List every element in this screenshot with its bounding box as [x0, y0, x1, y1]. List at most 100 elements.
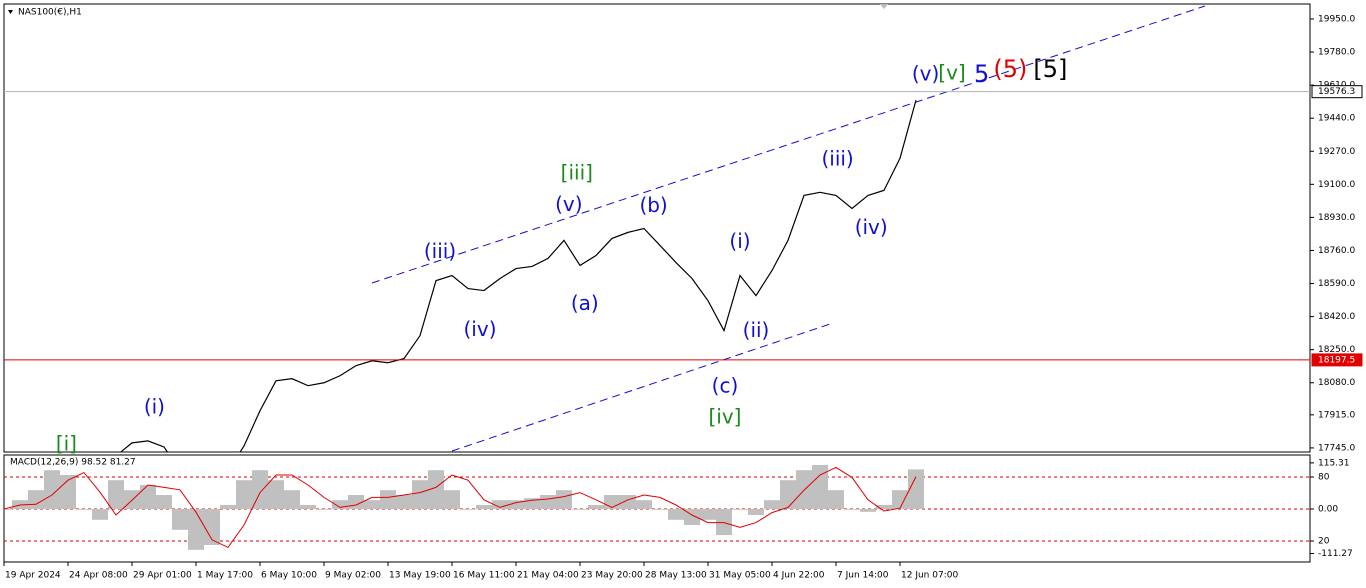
price-tag-label: 18197.5 [1318, 355, 1355, 365]
macd-bar [524, 498, 540, 509]
macd-bar [428, 470, 444, 509]
y-tick-label: 19780.0 [1318, 48, 1355, 58]
macd-bar [508, 500, 524, 509]
y-tick-label: 18590.0 [1318, 279, 1355, 289]
macd-bar [540, 495, 556, 509]
macd-bar [412, 480, 428, 509]
macd-bar [220, 505, 236, 509]
macd-bar [780, 480, 796, 509]
y-tick-label: 18760.0 [1318, 246, 1355, 256]
macd-bar [892, 490, 908, 509]
wave-label: [iii] [561, 161, 593, 185]
macd-bar [828, 490, 844, 509]
macd-bar [588, 505, 604, 509]
y-tick-label: 19950.0 [1318, 14, 1355, 24]
macd-bar [396, 495, 412, 509]
macd-bar [188, 509, 204, 550]
wave-label: [i] [56, 431, 77, 455]
macd-bar [572, 509, 588, 510]
wave-label: (a) [571, 291, 599, 315]
macd-bar [316, 509, 332, 510]
lower-trendline [451, 323, 831, 452]
x-tick-label: 29 Apr 01:00 [133, 571, 192, 581]
upper-trendline [371, 5, 1206, 284]
wave-label: [5] [1033, 55, 1067, 83]
x-tick-label: 9 May 02:00 [325, 571, 381, 581]
macd-bar [44, 470, 60, 509]
x-tick-label: 31 May 05:00 [709, 571, 771, 581]
y-tick-label: 17745.0 [1318, 443, 1355, 453]
macd-bar [252, 470, 268, 509]
wave-label: (v) [912, 62, 939, 86]
y-tick-label: 19100.0 [1318, 180, 1355, 190]
macd-bar [204, 509, 220, 545]
y-tick-label: 20 [1318, 537, 1330, 547]
y-tick-label: -111.27 [1318, 549, 1353, 559]
period-marker [880, 4, 888, 9]
y-tick-label: 80 [1318, 473, 1330, 483]
y-tick-label: 18250.0 [1318, 345, 1355, 355]
macd-bar [700, 509, 716, 520]
macd-bar [876, 505, 892, 509]
macd-bar [716, 509, 732, 535]
wave-label: [v] [938, 61, 965, 85]
pane-content [4, 465, 1310, 550]
x-tick-label: 16 May 11:00 [453, 571, 515, 581]
wave-label: (ii) [743, 318, 770, 342]
macd-bar [636, 500, 652, 509]
wave-label: [iv] [708, 404, 741, 428]
wave-label: (b) [639, 193, 667, 217]
wave-label: (v) [555, 192, 582, 216]
wave-label: (iv) [855, 215, 888, 239]
wave-label: (i) [729, 229, 750, 253]
macd-bar [748, 509, 764, 515]
macd-bar [652, 509, 668, 510]
price-tag [1311, 85, 1363, 99]
wave-label: (iii) [424, 239, 456, 263]
macd-bar [908, 469, 924, 509]
trendlines [371, 5, 1206, 452]
x-tick-label: 13 May 19:00 [389, 571, 451, 581]
x-tick-label: 1 May 17:00 [197, 571, 253, 581]
macd-bar [156, 495, 172, 509]
macd-bar [172, 509, 188, 530]
signal-line [4, 466, 917, 549]
macd-bar [812, 465, 828, 509]
y-tick-label: 18080.0 [1318, 378, 1355, 388]
x-tick-label: 7 Jun 14:00 [837, 571, 889, 581]
macd-bar [268, 480, 284, 509]
wave-label: 5 [974, 60, 989, 88]
x-tick-label: 28 May 13:00 [645, 571, 707, 581]
macd-bar [108, 480, 124, 509]
y-tick-label: 18420.0 [1318, 312, 1355, 322]
x-tick-label: 21 May 04:00 [517, 571, 579, 581]
macd-bar [844, 509, 860, 510]
macd-bar [380, 490, 396, 509]
y-tick-label: 19440.0 [1318, 114, 1355, 124]
macd-bar [76, 509, 92, 510]
macd-bar [668, 509, 684, 520]
macd-bar [860, 509, 876, 512]
macd-bar [92, 509, 108, 520]
macd-bar [556, 490, 572, 509]
macd-bar [300, 505, 316, 509]
macd-bar [460, 509, 476, 510]
x-tick-label: 19 Apr 2024 [5, 571, 61, 581]
main-pane [3, 3, 1311, 453]
price-line [119, 99, 917, 452]
macd-bar [140, 485, 156, 509]
x-tick-label: 23 May 20:00 [581, 571, 643, 581]
wave-label: (iv) [464, 317, 497, 341]
wave-label: (5) [993, 55, 1027, 83]
macd-bar [444, 490, 460, 509]
y-tick-label: 17915.0 [1318, 410, 1355, 420]
chart-title: NAS100(€),H1 [18, 8, 82, 18]
macd-bar [284, 490, 300, 509]
y-tick-label: 18930.0 [1318, 213, 1355, 223]
x-tick-label: 4 Jun 22:00 [773, 571, 825, 581]
macd-bar [732, 509, 748, 510]
macd-bar [764, 500, 780, 509]
price-tag [1311, 353, 1363, 367]
macd-bar [492, 500, 508, 509]
